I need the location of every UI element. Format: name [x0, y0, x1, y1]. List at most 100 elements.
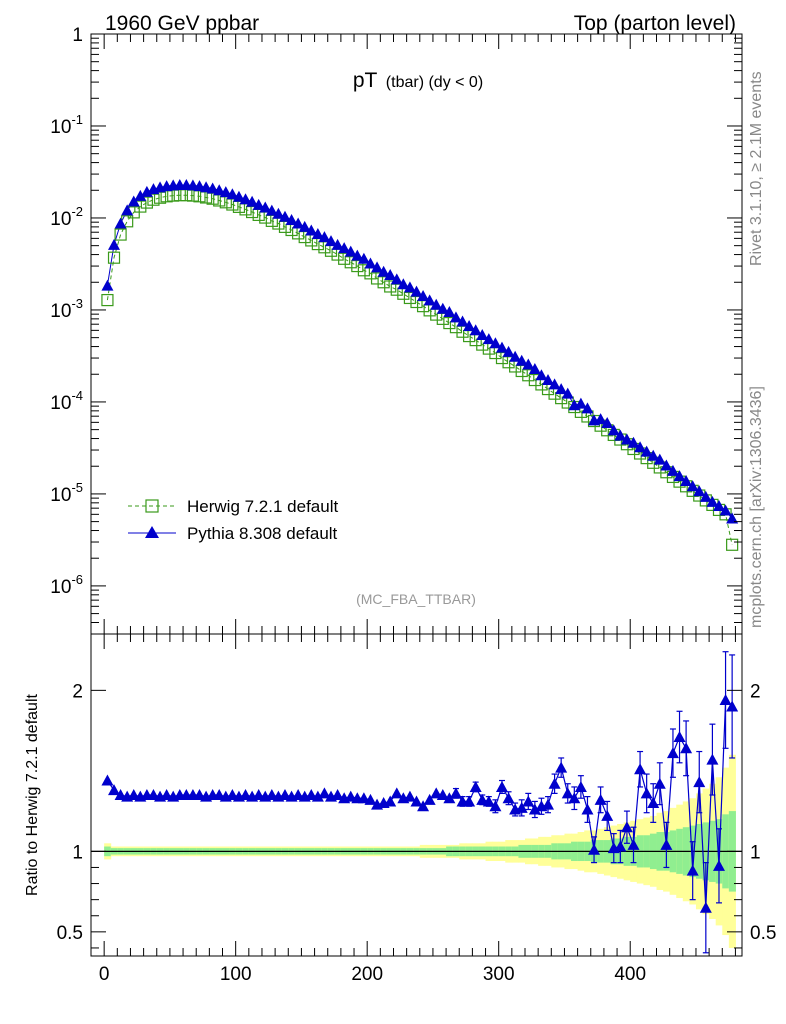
pythia-point	[384, 268, 397, 280]
herwig-point	[726, 538, 739, 551]
ratio-point-pythia	[666, 747, 679, 759]
ratio-point-pythia	[693, 776, 706, 788]
herwig-point	[338, 252, 351, 265]
pythia-point	[298, 220, 311, 232]
ratio-plot-frame	[90, 633, 743, 957]
pythia-point	[292, 217, 305, 229]
pythia-point	[219, 186, 232, 198]
pythia-point	[272, 207, 285, 219]
pythia-point	[108, 238, 121, 250]
pythia-point	[469, 324, 482, 336]
header-right-label: Top (parton level)	[574, 12, 736, 35]
pythia-point	[699, 490, 712, 502]
x-tick-label: 100	[220, 964, 252, 985]
ratio-point-pythia	[443, 792, 456, 804]
pythia-point	[482, 333, 495, 345]
pythia-point	[574, 397, 587, 409]
pythia-point	[620, 433, 633, 445]
pythia-point	[127, 195, 140, 207]
x-tick-label: 400	[614, 964, 646, 985]
ratio-point-pythia	[634, 763, 647, 775]
pythia-point	[436, 302, 449, 314]
pythia-point	[653, 453, 666, 465]
ratio-point-pythia	[627, 838, 640, 850]
pythia-point	[377, 265, 390, 277]
pythia-point	[528, 363, 541, 375]
ratio-point-pythia	[581, 803, 594, 815]
pythia-point	[542, 374, 555, 386]
pythia-point	[285, 214, 298, 226]
pythia-point	[456, 315, 469, 327]
pythia-point	[318, 231, 331, 243]
pythia-point	[410, 285, 423, 297]
herwig-point	[384, 280, 397, 293]
ratio-series-layer	[101, 651, 739, 954]
pythia-point	[502, 345, 515, 357]
ratio-point-pythia	[522, 795, 535, 807]
y-tick-label: 10-5	[50, 480, 83, 506]
rivet-version-label: Rivet 3.1.10, ≥ 2.1M events	[748, 71, 765, 266]
pythia-point	[515, 354, 528, 366]
ratio-point-pythia	[594, 793, 607, 805]
ratio-point-pythia	[699, 901, 712, 913]
main-axes: 1 10-1 10-2 10-3 10-4 10-5 10-6	[50, 25, 742, 635]
pythia-point	[535, 369, 548, 381]
pythia-point	[357, 252, 370, 264]
pythia-point	[246, 195, 259, 207]
pythia-point	[522, 358, 535, 370]
pythia-point	[206, 182, 219, 194]
pythia-point	[417, 289, 430, 301]
ratio-plot-panel: 0.5 0.5 1 1 2 2 0 100 200 300 400	[57, 633, 776, 985]
herwig-point	[403, 291, 417, 305]
pythia-point	[673, 470, 686, 482]
pythia-point	[443, 306, 456, 318]
ratio-point-pythia	[706, 753, 719, 765]
main-marker-layer	[101, 179, 739, 551]
legend-pythia-marker	[145, 526, 159, 538]
herwig-point	[522, 369, 535, 382]
ratio-point-pythia	[542, 798, 555, 810]
legend-pythia-label: Pythia 8.308 default	[187, 524, 338, 543]
pythia-point	[489, 337, 502, 349]
ratio-point-pythia	[449, 787, 462, 799]
ratio-y-tick-label: 1	[72, 842, 83, 863]
herwig-point	[101, 293, 114, 307]
plot-title-main: pT	[353, 69, 378, 92]
ratio-point-pythia	[574, 780, 587, 792]
ratio-point-pythia	[101, 774, 114, 786]
pythia-point	[331, 238, 344, 250]
pythia-point	[226, 188, 239, 200]
pythia-point	[561, 387, 574, 399]
herwig-point	[140, 196, 153, 209]
ratio-point-pythia	[318, 787, 331, 799]
ratio-point-pythia	[686, 864, 699, 876]
ratio-y-tick-label-right: 2	[750, 681, 761, 702]
pythia-point	[726, 512, 739, 524]
herwig-point	[114, 228, 127, 241]
pythia-point	[134, 189, 147, 201]
pythia-point	[213, 184, 226, 196]
herwig-point	[147, 193, 160, 206]
pythia-point	[259, 201, 272, 213]
pythia-point	[278, 210, 291, 222]
pythia-point	[121, 204, 134, 216]
ratio-point-pythia	[588, 843, 601, 855]
ratio-point-pythia	[555, 761, 568, 773]
ratio-point-pythia	[108, 784, 121, 796]
ratio-point-pythia	[528, 803, 541, 815]
herwig-point	[443, 316, 456, 330]
ratio-point-pythia	[640, 787, 653, 799]
ratio-y-tick-label-right: 0.5	[750, 923, 776, 944]
ratio-point-pythia	[568, 792, 581, 804]
ratio-point-pythia	[548, 777, 561, 789]
pythia-point	[495, 341, 508, 353]
pythia-point	[232, 190, 245, 202]
herwig-point	[370, 272, 384, 285]
pythia-point	[693, 485, 706, 497]
pythia-point	[101, 279, 114, 291]
main-plot-frame	[90, 33, 743, 635]
pythia-point	[311, 227, 324, 239]
pythia-point	[463, 319, 476, 331]
ratio-point-pythia	[620, 821, 633, 833]
ratio-point-pythia	[417, 800, 430, 812]
